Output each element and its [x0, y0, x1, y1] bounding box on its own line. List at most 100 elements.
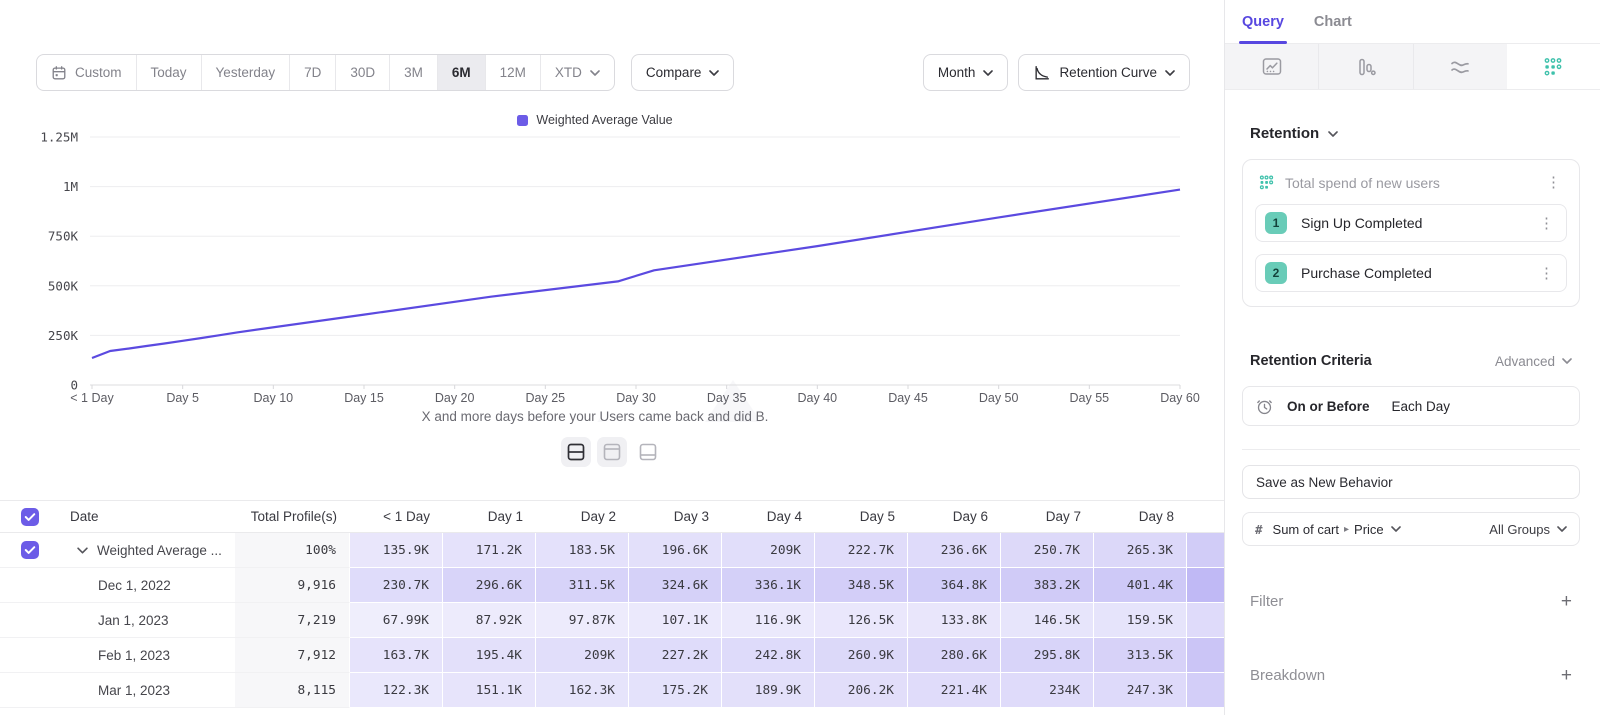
save-as-new-behavior-button[interactable]: Save as New Behavior: [1242, 465, 1580, 499]
column-header-day[interactable]: < 1 Day: [350, 501, 443, 532]
step-kebab-menu[interactable]: ⋮: [1535, 214, 1558, 233]
range-yesterday[interactable]: Yesterday: [202, 55, 291, 90]
range-3m[interactable]: 3M: [390, 55, 438, 90]
table-cell-value[interactable]: 280.6K: [908, 638, 1001, 673]
table-cell-value[interactable]: 162.3K: [536, 673, 629, 708]
insights-icon[interactable]: [1225, 44, 1319, 89]
table-cell-value[interactable]: 183.5K: [536, 533, 629, 568]
table-cell-value[interactable]: 230.7K: [350, 568, 443, 603]
row-total-cell[interactable]: 7,912: [235, 638, 350, 673]
expand-chevron-icon[interactable]: [77, 547, 88, 554]
row-total-cell[interactable]: 8,115: [235, 673, 350, 708]
retention-section-dropdown[interactable]: Retention: [1250, 125, 1580, 142]
column-header-date[interactable]: Date: [64, 501, 235, 532]
add-breakdown-button[interactable]: +: [1561, 666, 1572, 685]
table-cell-value[interactable]: 311.5K: [536, 568, 629, 603]
row-label[interactable]: Weighted Average ...: [64, 533, 235, 568]
table-cell-value[interactable]: 133.8K: [908, 603, 1001, 638]
range-30d[interactable]: 30D: [336, 55, 390, 90]
table-cell-value[interactable]: 401.4K: [1094, 568, 1187, 603]
flows-icon[interactable]: [1414, 44, 1507, 89]
table-cell-value[interactable]: 227.2K: [629, 638, 722, 673]
range-xtd[interactable]: XTD: [541, 55, 614, 90]
row-label[interactable]: Mar 1, 2023: [64, 673, 235, 708]
table-cell-value[interactable]: 383.2K: [1001, 568, 1094, 603]
tab-query[interactable]: Query: [1242, 14, 1284, 30]
retention-curve-chart[interactable]: 0250K500K750K1M1.25M< 1 DayDay 5Day 10Da…: [0, 130, 1224, 427]
table-cell-value[interactable]: 295.8K: [1001, 638, 1094, 673]
layout-split-view-button[interactable]: [561, 437, 591, 467]
table-cell-value[interactable]: 296.6K: [443, 568, 536, 603]
table-cell-sliver[interactable]: [1187, 638, 1224, 673]
table-cell-value[interactable]: 122.3K: [350, 673, 443, 708]
column-header-day[interactable]: Day 5: [815, 501, 908, 532]
column-header-day[interactable]: Day 2: [536, 501, 629, 532]
range-custom[interactable]: Custom: [37, 55, 137, 90]
table-cell-value[interactable]: 221.4K: [908, 673, 1001, 708]
column-header-day[interactable]: Day 8: [1094, 501, 1187, 532]
range-12m[interactable]: 12M: [486, 55, 541, 90]
table-cell-value[interactable]: 265.3K: [1094, 533, 1187, 568]
table-cell-value[interactable]: 242.8K: [722, 638, 815, 673]
chart-type-button[interactable]: Retention Curve: [1018, 54, 1190, 91]
behavior-kebab-menu[interactable]: ⋮: [1542, 173, 1565, 192]
range-7d[interactable]: 7D: [290, 55, 336, 90]
table-cell-value[interactable]: 151.1K: [443, 673, 536, 708]
retention-icon[interactable]: [1507, 44, 1600, 89]
range-6m[interactable]: 6M: [438, 55, 486, 90]
behavior-step[interactable]: 1Sign Up Completed⋮: [1255, 204, 1567, 242]
row-label[interactable]: Feb 1, 2023: [64, 638, 235, 673]
column-header-total[interactable]: Total Profile(s): [235, 501, 350, 532]
table-cell-value[interactable]: 146.5K: [1001, 603, 1094, 638]
row-total-cell[interactable]: 7,219: [235, 603, 350, 638]
row-checkbox[interactable]: [21, 541, 39, 559]
behavior-header[interactable]: Total spend of new users ⋮: [1255, 173, 1567, 192]
table-cell-value[interactable]: 260.9K: [815, 638, 908, 673]
table-cell-sliver[interactable]: [1187, 533, 1224, 568]
chart-legend[interactable]: Weighted Average Value: [0, 113, 1190, 127]
criteria-condition-card[interactable]: On or Before Each Day: [1242, 386, 1580, 426]
table-cell-value[interactable]: 250.7K: [1001, 533, 1094, 568]
row-label[interactable]: Jan 1, 2023: [64, 603, 235, 638]
table-cell-value[interactable]: 209K: [536, 638, 629, 673]
table-cell-value[interactable]: 195.4K: [443, 638, 536, 673]
table-cell-value[interactable]: 196.6K: [629, 533, 722, 568]
table-cell-value[interactable]: 171.2K: [443, 533, 536, 568]
table-cell-value[interactable]: 159.5K: [1094, 603, 1187, 638]
table-cell-value[interactable]: 175.2K: [629, 673, 722, 708]
table-cell-value[interactable]: 107.1K: [629, 603, 722, 638]
table-cell-value[interactable]: 222.7K: [815, 533, 908, 568]
groups-dropdown[interactable]: All Groups: [1489, 522, 1567, 537]
table-cell-value[interactable]: 313.5K: [1094, 638, 1187, 673]
table-cell-value[interactable]: 163.7K: [350, 638, 443, 673]
column-header-day[interactable]: Day 3: [629, 501, 722, 532]
table-cell-value[interactable]: 247.3K: [1094, 673, 1187, 708]
compare-button[interactable]: Compare: [631, 54, 735, 91]
row-label[interactable]: Dec 1, 2022: [64, 568, 235, 603]
table-cell-value[interactable]: 336.1K: [722, 568, 815, 603]
table-cell-value[interactable]: 135.9K: [350, 533, 443, 568]
range-today[interactable]: Today: [137, 55, 202, 90]
table-cell-sliver[interactable]: [1187, 673, 1224, 708]
table-cell-value[interactable]: 364.8K: [908, 568, 1001, 603]
column-header-day[interactable]: Day 1: [443, 501, 536, 532]
column-header-day[interactable]: Day 4: [722, 501, 815, 532]
table-cell-sliver[interactable]: [1187, 603, 1224, 638]
row-checkbox[interactable]: [21, 508, 39, 526]
layout-table-view-button[interactable]: [633, 437, 663, 467]
granularity-button[interactable]: Month: [923, 54, 1009, 91]
table-cell-value[interactable]: 348.5K: [815, 568, 908, 603]
column-header-day[interactable]: Day 6: [908, 501, 1001, 532]
column-header-day[interactable]: Day 7: [1001, 501, 1094, 532]
table-cell-sliver[interactable]: [1187, 568, 1224, 603]
table-cell-value[interactable]: 97.87K: [536, 603, 629, 638]
table-cell-value[interactable]: 209K: [722, 533, 815, 568]
table-cell-value[interactable]: 234K: [1001, 673, 1094, 708]
tab-chart[interactable]: Chart: [1314, 14, 1352, 30]
step-kebab-menu[interactable]: ⋮: [1535, 264, 1558, 283]
table-cell-value[interactable]: 67.99K: [350, 603, 443, 638]
layout-chart-view-button[interactable]: [597, 437, 627, 467]
table-cell-value[interactable]: 126.5K: [815, 603, 908, 638]
measure-card[interactable]: # Sum of cart ▸ Price All Groups: [1242, 512, 1580, 546]
funnels-icon[interactable]: [1319, 44, 1413, 89]
